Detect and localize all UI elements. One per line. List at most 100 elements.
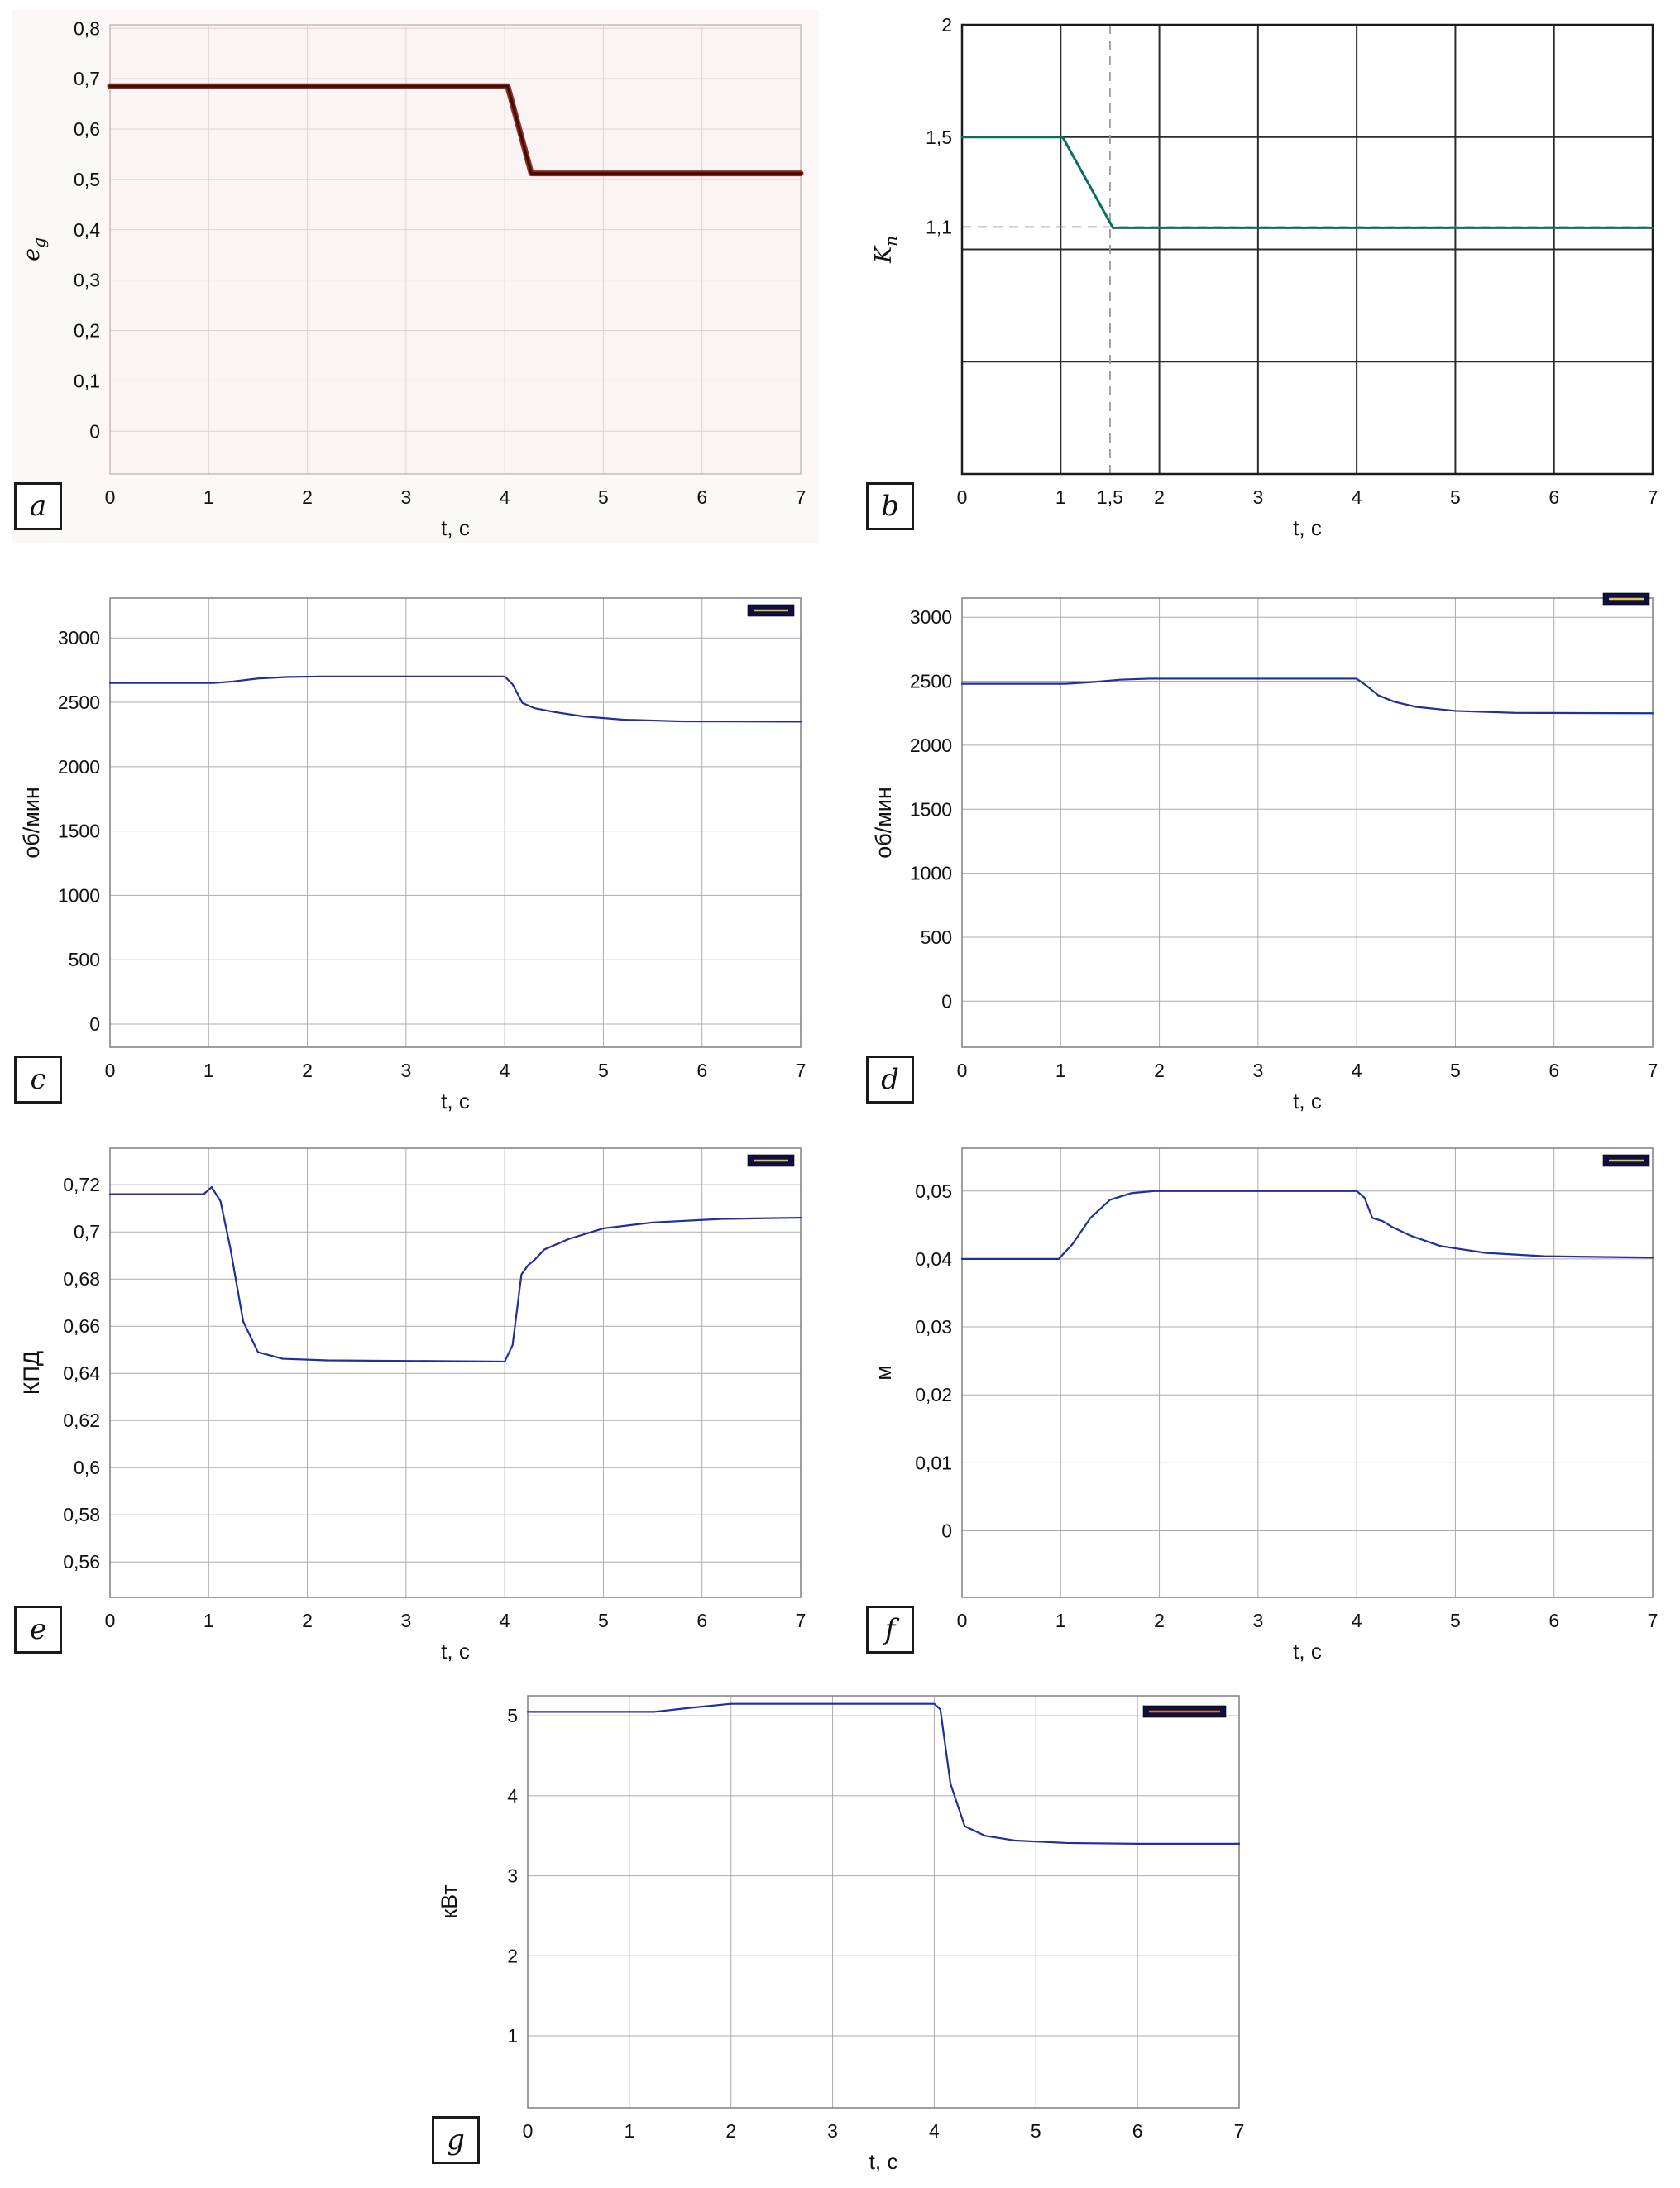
svg-text:t, c: t, c (441, 1089, 470, 1113)
chart-e-figure: 0 1 2 3 4 5 6 7 0,56 0,58 0,6 0,62 0,64 0,66 0,68 0,7 0,… (12, 1133, 819, 1667)
chart-d-letter-box: d (866, 1056, 914, 1104)
chart-c-plot: 0 1 2 3 4 5 6 7 0 500 1000 1500 2000 2500 3000 t, c об/м… (19, 597, 806, 1113)
svg-text:0,68: 0,68 (63, 1268, 100, 1290)
svg-text:0: 0 (941, 990, 952, 1012)
svg-text:6: 6 (696, 486, 707, 508)
chart-e-letter: e (29, 1613, 47, 1646)
svg-text:7: 7 (1648, 1610, 1658, 1631)
svg-text:4: 4 (1352, 1060, 1362, 1081)
svg-text:4: 4 (1352, 1610, 1362, 1631)
chart-b-figure: 0 1 1,5 2 3 4 5 6 7 2 1,5 1,1 t, c Kn b (864, 10, 1671, 543)
chart-f-figure: 0 1 2 3 4 5 6 7 0 0,01 0,02 0,03 0,04 0,05 t, c м f (864, 1133, 1671, 1667)
svg-text:0,6: 0,6 (74, 118, 100, 140)
svg-text:3000: 3000 (910, 606, 952, 628)
svg-text:7: 7 (1648, 1060, 1658, 1081)
svg-text:0: 0 (941, 1520, 952, 1541)
svg-text:t, c: t, c (1293, 1639, 1322, 1664)
svg-text:1: 1 (507, 2025, 518, 2047)
chart-b-letter: b (881, 490, 899, 523)
svg-text:КПД: КПД (19, 1351, 44, 1395)
svg-text:0,56: 0,56 (63, 1551, 100, 1573)
svg-text:2500: 2500 (910, 671, 952, 692)
svg-text:кВт: кВт (437, 1884, 462, 1918)
svg-text:t, c: t, c (441, 1639, 470, 1664)
svg-text:t, c: t, c (441, 515, 470, 540)
svg-text:0,58: 0,58 (63, 1504, 100, 1525)
svg-text:0,04: 0,04 (915, 1248, 952, 1270)
svg-text:0,8: 0,8 (74, 17, 100, 39)
svg-text:6: 6 (1548, 486, 1559, 508)
svg-text:6: 6 (1548, 1060, 1559, 1081)
svg-text:1: 1 (1055, 1610, 1066, 1631)
svg-text:500: 500 (921, 926, 952, 948)
svg-text:6: 6 (1548, 1610, 1559, 1631)
svg-text:2: 2 (302, 1610, 313, 1631)
svg-text:2000: 2000 (910, 735, 952, 756)
svg-text:0: 0 (105, 1610, 116, 1631)
svg-text:5: 5 (1450, 1060, 1461, 1081)
svg-text:0,66: 0,66 (63, 1315, 100, 1337)
chart-e-letter-box: e (14, 1606, 62, 1654)
svg-text:0,4: 0,4 (74, 219, 100, 241)
svg-text:5: 5 (1450, 486, 1461, 508)
svg-text:0,7: 0,7 (74, 68, 100, 89)
svg-text:1,1: 1,1 (926, 216, 952, 237)
svg-text:7: 7 (796, 1610, 806, 1631)
svg-text:5: 5 (507, 1705, 518, 1726)
svg-text:3: 3 (400, 486, 411, 508)
svg-text:1: 1 (624, 2120, 634, 2142)
svg-text:t, c: t, c (1293, 515, 1322, 540)
svg-text:2500: 2500 (58, 692, 100, 713)
svg-text:7: 7 (796, 486, 806, 508)
svg-text:0,7: 0,7 (74, 1221, 100, 1242)
svg-text:2: 2 (1154, 1060, 1165, 1081)
chart-b-plot: 0 1 1,5 2 3 4 5 6 7 2 1,5 1,1 t, c Kn (871, 14, 1658, 540)
svg-text:0,05: 0,05 (915, 1180, 952, 1202)
chart-a-plot: 0 1 2 3 4 5 6 7 0 0,1 0,2 0,3 0,4 0,5 0,6 0,7 0,8 t, c eg (19, 17, 806, 540)
svg-text:3: 3 (1252, 486, 1263, 508)
svg-text:4: 4 (500, 1610, 510, 1631)
svg-text:0,1: 0,1 (74, 370, 100, 391)
chart-c-letter-box: c (14, 1056, 62, 1104)
chart-g-plot: 0 1 2 3 4 5 6 7 1 2 3 4 5 t, c кВт (437, 1695, 1244, 2174)
svg-text:0,02: 0,02 (915, 1384, 952, 1405)
svg-text:5: 5 (1450, 1610, 1461, 1631)
svg-text:4: 4 (929, 2120, 940, 2142)
svg-text:Kn: Kn (871, 236, 901, 264)
svg-text:2000: 2000 (58, 756, 100, 778)
svg-text:5: 5 (1031, 2120, 1041, 2142)
chart-d-letter: d (881, 1063, 899, 1096)
svg-text:0,72: 0,72 (63, 1174, 100, 1195)
svg-text:2: 2 (302, 1060, 313, 1081)
svg-text:4: 4 (507, 1785, 518, 1807)
svg-text:1000: 1000 (58, 884, 100, 906)
chart-f-letter-box: f (866, 1606, 914, 1654)
svg-text:3: 3 (400, 1060, 411, 1081)
chart-g-figure: 0 1 2 3 4 5 6 7 1 2 3 4 5 t, c кВт g (430, 1681, 1257, 2177)
chart-d-plot: 0 1 2 3 4 5 6 7 0 500 1000 1500 2000 2500 3000 t, c об/м… (871, 592, 1658, 1113)
svg-text:1500: 1500 (910, 798, 952, 820)
chart-d-figure: 0 1 2 3 4 5 6 7 0 500 1000 1500 2000 2500 3000 t, c об/м… (864, 583, 1671, 1117)
chart-f-letter: f (884, 1613, 896, 1646)
svg-text:1000: 1000 (910, 863, 952, 884)
chart-c-letter: c (30, 1063, 46, 1096)
chart-b-letter-box: b (866, 482, 914, 530)
svg-text:1: 1 (203, 1060, 214, 1081)
svg-text:0: 0 (105, 486, 116, 508)
svg-text:4: 4 (500, 486, 510, 508)
svg-text:7: 7 (796, 1060, 806, 1081)
svg-text:0: 0 (89, 420, 100, 442)
svg-text:0,2: 0,2 (74, 320, 100, 342)
svg-text:3: 3 (827, 2120, 838, 2142)
svg-text:0: 0 (89, 1013, 100, 1035)
svg-text:0: 0 (957, 1060, 968, 1081)
svg-text:3: 3 (1252, 1610, 1263, 1631)
svg-text:6: 6 (696, 1060, 707, 1081)
svg-text:0,64: 0,64 (63, 1362, 100, 1384)
chart-a-letter-box: a (14, 482, 62, 530)
svg-text:0,5: 0,5 (74, 169, 100, 190)
svg-text:1,5: 1,5 (1097, 486, 1123, 508)
svg-text:0,03: 0,03 (915, 1316, 952, 1338)
chart-g-letter: g (447, 2123, 465, 2157)
